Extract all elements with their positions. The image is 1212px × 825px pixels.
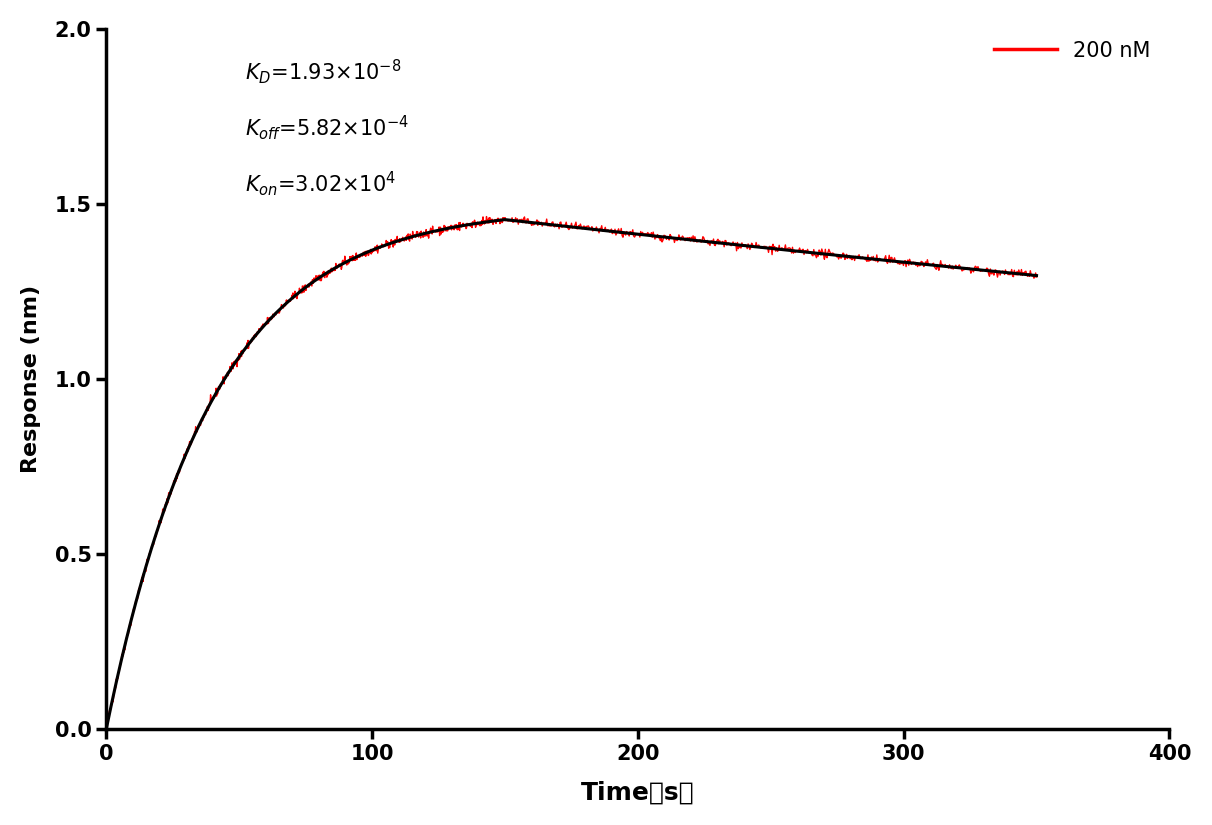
Y-axis label: Response (nm): Response (nm): [21, 285, 41, 473]
Text: $K_D$=1.93×10$^{-8}$: $K_D$=1.93×10$^{-8}$: [245, 57, 401, 86]
Legend: 200 nM: 200 nM: [985, 32, 1159, 69]
X-axis label: Time（s）: Time（s）: [581, 780, 694, 804]
Text: $K_{on}$=3.02×10$^{4}$: $K_{on}$=3.02×10$^{4}$: [245, 169, 395, 198]
Text: $K_{off}$=5.82×10$^{-4}$: $K_{off}$=5.82×10$^{-4}$: [245, 113, 408, 142]
